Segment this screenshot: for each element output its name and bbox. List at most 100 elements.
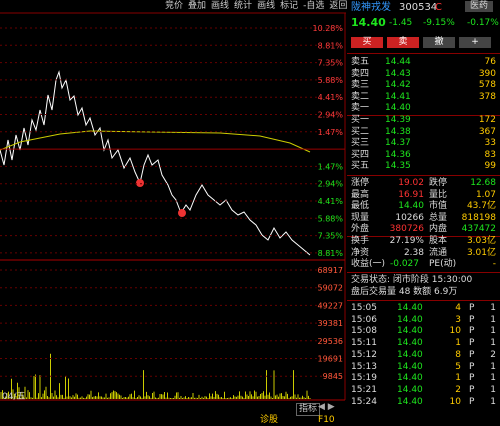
order-side: 买四	[351, 149, 370, 160]
tick-price: 14.40	[397, 361, 423, 372]
stat-value: 3.03亿	[466, 236, 496, 246]
tick-time: 15:19	[351, 373, 377, 384]
order-price: 14.36	[385, 149, 411, 160]
order-volume: 83	[484, 149, 496, 160]
stat-value: -	[492, 259, 496, 270]
stat-label: 跌停	[429, 178, 448, 188]
toolbar-item[interactable]: 画线	[211, 1, 230, 11]
pct-label: 2.94%	[318, 180, 344, 189]
stat-label: 市值	[429, 201, 448, 212]
tick-count: 1	[490, 396, 496, 407]
order-price: 14.43	[385, 68, 411, 79]
volume-label: 68917	[318, 266, 343, 275]
scroll-arrows[interactable]: ◀ ▶	[318, 402, 335, 412]
toolbar-item[interactable]: 标记	[280, 1, 299, 11]
trade-button[interactable]: 卖	[387, 37, 419, 48]
order-price: 14.40	[385, 103, 411, 114]
order-side: 卖四	[351, 68, 370, 79]
stat-label: 现量	[351, 212, 370, 223]
tick-count: 2	[490, 349, 496, 360]
stat-label: 股本	[429, 236, 448, 246]
intraday-chart: 10.28% 8.81% 7.35% 5.88% 4.41% 2.94% 1.47% 1.47…	[0, 12, 346, 401]
order-volume: 172	[478, 115, 496, 125]
stat-value: 1.07	[475, 189, 496, 200]
volume-bars	[0, 353, 311, 399]
tick-volume: 1	[455, 338, 461, 349]
stat-value: 19.02	[398, 178, 424, 188]
tick-price: 14.40	[397, 314, 423, 325]
stat-label: 最低	[351, 201, 370, 212]
volume-label: 39381	[318, 319, 343, 328]
trade-button[interactable]: 撤	[423, 37, 455, 48]
pct-label: 8.81%	[318, 41, 344, 50]
tick-volume: 2	[455, 384, 461, 395]
sector-button[interactable]: 医药	[465, 1, 494, 12]
tick-count: 1	[490, 303, 496, 313]
stat-value: 14.40	[398, 201, 424, 212]
pct-label: 10.28%	[312, 24, 343, 33]
stat-label: 内盘	[429, 224, 448, 235]
tick-side: P	[469, 361, 475, 372]
stat-label: 净资	[351, 247, 370, 258]
tick-price: 14.40	[397, 303, 423, 313]
divider	[347, 300, 500, 301]
tick-count: 1	[490, 326, 496, 337]
tick-side: P	[469, 373, 475, 384]
tick-price: 14.40	[397, 338, 423, 349]
tick-volume: 4	[455, 303, 461, 313]
trade-button[interactable]: +	[459, 37, 491, 48]
order-volume: 378	[478, 91, 496, 102]
toolbar-item[interactable]: 返回	[329, 1, 348, 11]
stat-value: 16.91	[398, 189, 424, 200]
stat-label: 流通	[429, 247, 448, 258]
stat-value: 43.7亿	[466, 201, 496, 212]
change-pct: -9.15%	[423, 18, 455, 28]
volume-label: 19691	[318, 355, 343, 364]
stat-value: 818198	[461, 212, 496, 223]
toolbar-item[interactable]: 统计	[234, 1, 253, 11]
stat-label: 量比	[429, 189, 448, 200]
stat-value: -0.027	[389, 259, 419, 270]
tick-time: 15:21	[351, 384, 377, 395]
footer-tab[interactable]: F10	[318, 415, 335, 425]
toolbar-item[interactable]: 画线	[257, 1, 276, 11]
toolbar-item[interactable]: 竞价	[165, 1, 184, 11]
tick-side: P	[469, 338, 475, 349]
price: 14.40	[351, 16, 386, 29]
footer-tab[interactable]: 诊股	[260, 415, 279, 425]
stat-value: 437472	[461, 224, 496, 235]
toolbar-item[interactable]: -自选	[303, 1, 325, 11]
tick-count: 1	[490, 384, 496, 395]
order-side: 买二	[351, 126, 370, 137]
pct-label: 2.94%	[318, 111, 344, 120]
order-price: 14.38	[385, 126, 411, 137]
trade-status: 交易状态: 闭市阶段 15:30:00	[351, 275, 473, 285]
order-price: 14.41	[385, 91, 411, 102]
tick-side: P	[469, 303, 475, 313]
change: -1.45	[389, 18, 413, 28]
stat-label: 涨停	[351, 178, 370, 188]
volume-label: 29536	[318, 337, 343, 346]
order-volume: 578	[478, 80, 496, 91]
volume-label: 59072	[318, 284, 343, 293]
tick-side: P	[469, 396, 475, 407]
tick-time: 15:05	[351, 303, 377, 313]
order-side: 买三	[351, 138, 370, 149]
tick-volume: 8	[455, 349, 461, 360]
tick-count: 1	[490, 373, 496, 384]
order-volume: 367	[478, 126, 496, 137]
trade-button[interactable]: 买	[351, 37, 383, 48]
volume-label: 9845	[323, 372, 343, 381]
pct-label: 4.41%	[318, 93, 344, 102]
tick-volume: 10	[449, 326, 461, 337]
pct-label: 4.41%	[318, 197, 344, 206]
indicator-button[interactable]: 指标	[296, 403, 321, 416]
tick-count: 1	[490, 361, 496, 372]
toolbar-item[interactable]: 叠加	[188, 1, 207, 11]
tick-price: 14.40	[397, 373, 423, 384]
divider	[347, 236, 500, 238]
footer: 诊股 F10	[260, 415, 375, 426]
tick-time: 15:08	[351, 326, 377, 337]
price-line	[0, 70, 311, 256]
order-side: 买一	[351, 115, 370, 125]
